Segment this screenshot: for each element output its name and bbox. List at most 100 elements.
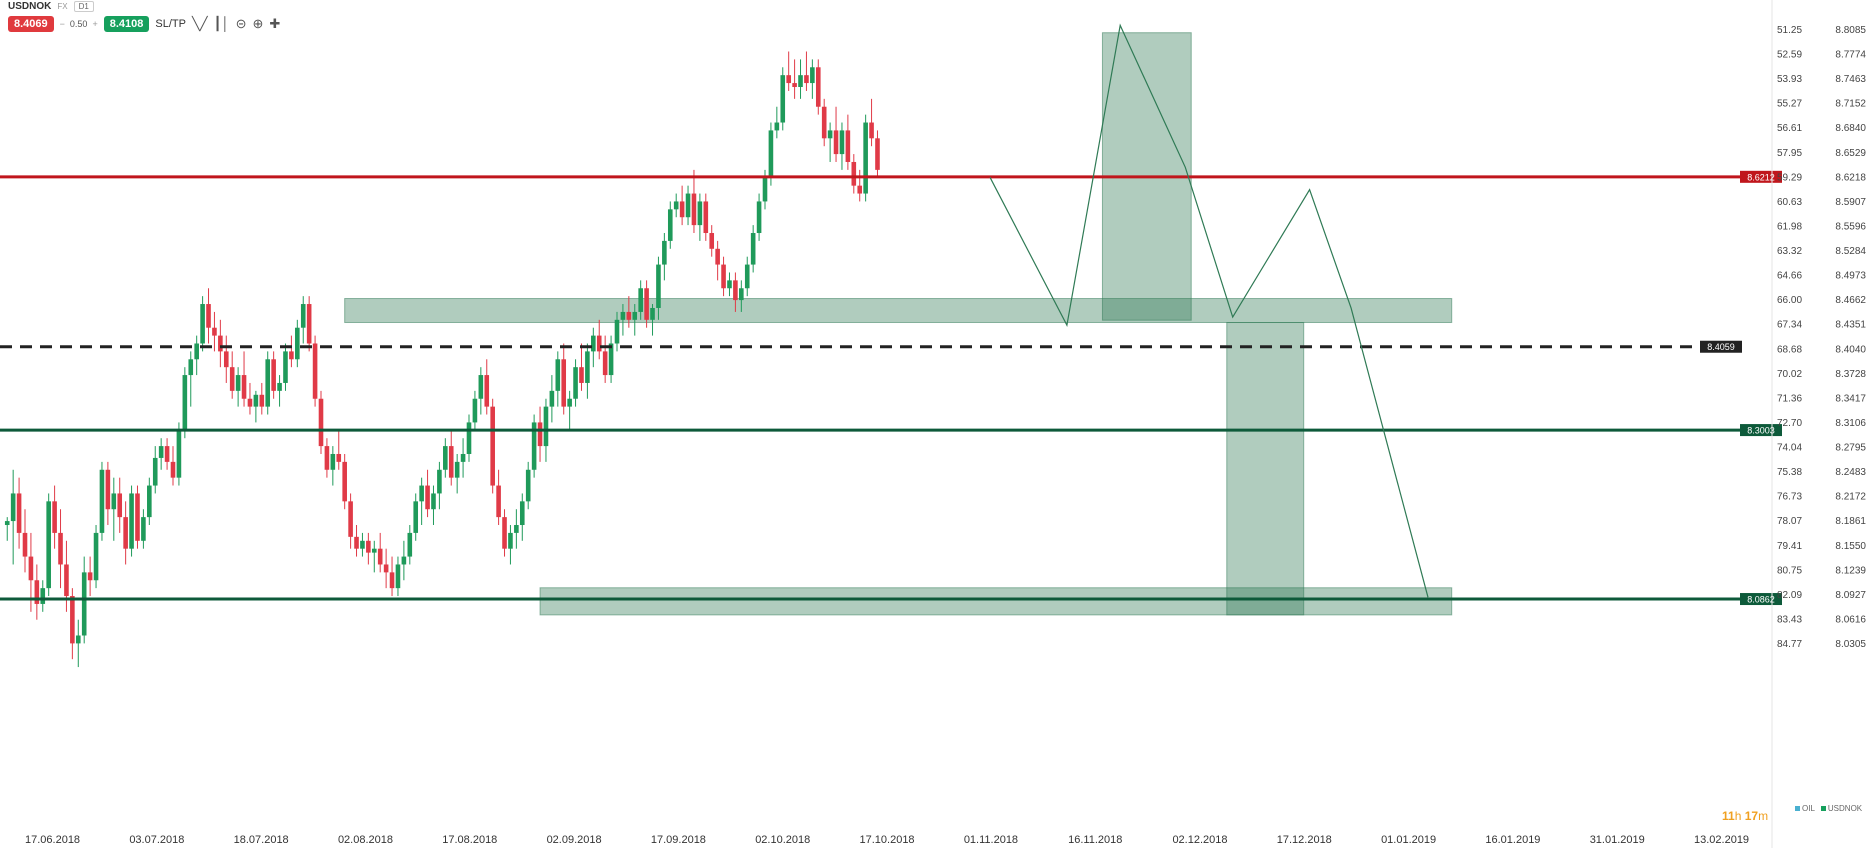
candle — [75, 619, 81, 668]
candle — [525, 461, 531, 510]
candle — [52, 485, 57, 549]
y2-tick-label: 61.98 — [1777, 221, 1802, 232]
decrease-volume-button[interactable]: − — [59, 19, 65, 29]
sell-button[interactable]: 8.4069 — [8, 16, 54, 32]
candle — [792, 59, 797, 99]
market-label: FX — [57, 2, 68, 11]
y2-tick-label: 56.61 — [1777, 123, 1802, 134]
candle — [377, 532, 383, 573]
candle — [58, 509, 63, 589]
candle — [295, 319, 300, 368]
y-tick-label: 8.8085 — [1835, 25, 1866, 36]
candle — [123, 501, 128, 565]
candle — [821, 98, 827, 147]
candle — [206, 288, 211, 344]
candle — [229, 351, 235, 399]
y2-tick-label: 79.41 — [1777, 541, 1802, 552]
candle — [620, 304, 626, 336]
level-label-3: 8.0862 — [1747, 595, 1775, 605]
candle — [141, 509, 146, 549]
candle — [99, 461, 105, 541]
candle — [437, 461, 442, 510]
candle — [253, 390, 259, 423]
y2-tick-label: 53.93 — [1777, 74, 1802, 85]
candle — [851, 154, 857, 194]
candle — [164, 438, 170, 470]
zone-1[interactable] — [539, 587, 1453, 616]
candle — [733, 272, 738, 312]
increase-volume-button[interactable]: + — [92, 19, 98, 29]
candle — [330, 446, 336, 486]
crosshair-icon[interactable]: ✚ — [269, 16, 281, 31]
trendline[interactable] — [989, 23, 1429, 598]
x-tick-label: 31.01.2019 — [1590, 834, 1645, 846]
candle — [827, 122, 833, 162]
candle — [519, 493, 525, 541]
candle — [283, 343, 288, 391]
candle — [608, 335, 614, 383]
timer-hours-unit: h — [1734, 809, 1742, 823]
candle — [111, 477, 117, 541]
candle — [786, 51, 791, 91]
volume-value[interactable]: 0.50 — [69, 19, 88, 29]
legend-oil[interactable]: OIL — [1795, 804, 1815, 813]
x-tick-label: 17.09.2018 — [651, 834, 706, 846]
timer-minutes: 17 — [1744, 809, 1759, 823]
x-tick-label: 16.01.2019 — [1485, 834, 1540, 846]
candle — [371, 540, 377, 573]
candle — [194, 335, 199, 376]
y-tick-label: 8.5284 — [1835, 246, 1866, 257]
candlestick-icon[interactable]: ┃│ — [213, 16, 230, 31]
candle — [460, 438, 466, 478]
candle — [555, 351, 561, 407]
candle — [129, 485, 134, 557]
candle — [10, 469, 16, 565]
candle — [496, 469, 501, 526]
candle — [839, 122, 845, 170]
y2-tick-label: 71.36 — [1777, 393, 1802, 404]
buy-button[interactable]: 8.4108 — [103, 16, 150, 32]
sltp-button[interactable]: SL/TP — [155, 18, 186, 30]
candle — [46, 493, 51, 597]
zoom-out-icon[interactable]: ⊝ — [235, 16, 247, 31]
levels-layer: 8.6212 8.4059 8.3003 8.0862 — [0, 170, 1782, 606]
candle — [662, 233, 667, 281]
zoom-in-icon[interactable]: ⊕ — [252, 16, 264, 31]
y-tick-label: 8.5907 — [1835, 197, 1866, 208]
candle — [815, 59, 821, 115]
candle — [147, 477, 152, 526]
candle — [182, 367, 188, 439]
candle — [152, 446, 158, 494]
candle — [721, 256, 726, 297]
candle — [679, 185, 685, 226]
candle — [514, 509, 519, 549]
candle — [188, 351, 194, 407]
y2-tick-label: 83.43 — [1777, 614, 1802, 625]
y2-tick-label: 51.25 — [1777, 25, 1802, 36]
legend-usdnok[interactable]: USDNOK — [1820, 804, 1862, 813]
candle — [863, 114, 868, 202]
candle — [626, 296, 632, 328]
candle — [235, 367, 241, 407]
candle — [40, 580, 46, 612]
timeframe-select[interactable]: D1 — [73, 1, 94, 12]
zone-3[interactable] — [1226, 322, 1305, 616]
candle — [709, 225, 715, 257]
x-tick-label: 18.07.2018 — [234, 834, 289, 846]
candle — [348, 493, 353, 549]
price-axis: 8.8085 8.7774 8.7463 8.7152 8.6840 8.6529 8.62… — [1771, 0, 1866, 848]
candle — [774, 106, 780, 139]
candle — [508, 525, 513, 565]
candle — [549, 375, 555, 423]
x-tick-label: 17.06.2018 — [25, 834, 80, 846]
candle — [383, 548, 389, 589]
y2-tick-label: 59.29 — [1777, 172, 1802, 183]
line-chart-icon[interactable]: ╲╱ — [191, 16, 208, 31]
candle-timer: 11h 17m — [1722, 809, 1768, 823]
y-tick-label: 8.6529 — [1835, 148, 1866, 159]
y-tick-label: 8.3417 — [1835, 393, 1866, 404]
zone-0[interactable] — [344, 298, 1453, 324]
candle — [490, 398, 495, 494]
y2-tick-label: 76.73 — [1777, 492, 1802, 503]
